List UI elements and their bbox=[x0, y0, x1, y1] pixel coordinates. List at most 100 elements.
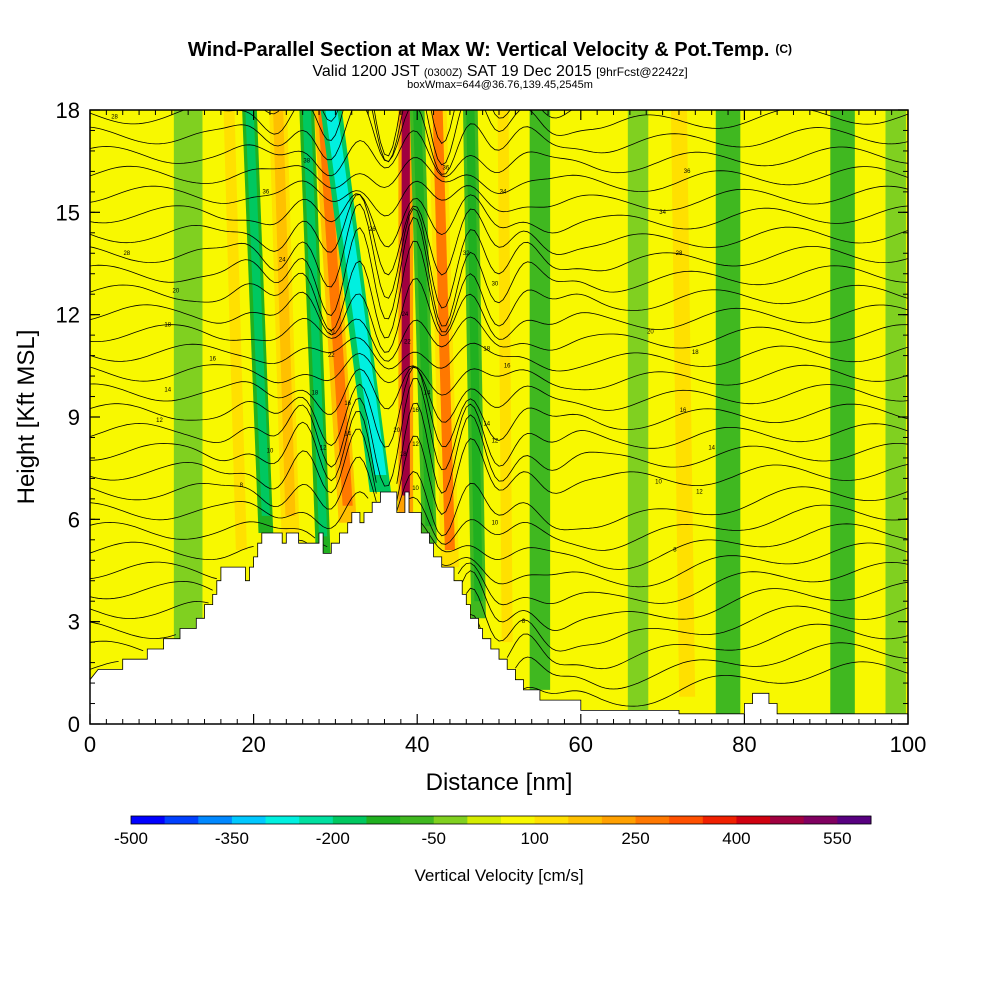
contour-label: 22 bbox=[404, 340, 411, 346]
contour-label: 36 bbox=[684, 169, 691, 175]
contour-label: 10 bbox=[412, 486, 419, 492]
colorbar-swatch bbox=[299, 816, 334, 824]
theta-contour-line bbox=[90, 316, 908, 362]
colorbar-swatch bbox=[131, 816, 166, 824]
colorbar: -500 -350 -200 -50 100 250 400 550 bbox=[114, 815, 872, 848]
colorbar-swatch bbox=[601, 816, 637, 824]
theta-contour-line bbox=[90, 366, 908, 423]
colorbar-tick-label: 100 bbox=[520, 829, 548, 848]
contour-label: 16 bbox=[412, 408, 419, 414]
y-tick-label: 18 bbox=[56, 98, 80, 123]
colorbar-swatch bbox=[770, 816, 805, 824]
theta-contour-line bbox=[90, 491, 908, 551]
colorbar-swatch bbox=[534, 816, 569, 824]
contour-label: 24 bbox=[402, 312, 409, 318]
theta-contour-line bbox=[90, 661, 908, 707]
theta-contour-line bbox=[90, 428, 908, 515]
contour-label: 8 bbox=[522, 619, 526, 625]
chart-title-main: Wind-Parallel Section at Max W: Vertical… bbox=[188, 39, 769, 61]
velocity-band-core bbox=[302, 110, 328, 537]
contour-label: 18 bbox=[400, 452, 407, 458]
contour-label: 14 bbox=[424, 391, 431, 397]
colorbar-swatch bbox=[231, 816, 267, 824]
colorbar-swatch bbox=[736, 816, 771, 824]
colorbar-swatch bbox=[803, 816, 838, 824]
colorbar-tick-label: 400 bbox=[722, 829, 750, 848]
theta-contour-line bbox=[90, 278, 908, 353]
y-tick-label: 0 bbox=[68, 712, 80, 737]
contour-label: 14 bbox=[708, 445, 715, 451]
contour-label: 12 bbox=[492, 438, 499, 444]
theta-contour-line bbox=[90, 587, 908, 652]
contour-label: 20 bbox=[647, 329, 654, 335]
colorbar-tick-label: 250 bbox=[621, 829, 649, 848]
colorbar-tick-label: -350 bbox=[215, 829, 249, 848]
theta-contour-line bbox=[90, 402, 908, 494]
colorbar-swatch bbox=[568, 816, 603, 824]
contour-label: 14 bbox=[344, 432, 351, 438]
y-tick-label: 6 bbox=[68, 507, 80, 532]
velocity-band-core bbox=[432, 110, 455, 551]
velocity-band-core bbox=[590, 110, 605, 694]
chart-title: Wind-Parallel Section at Max W: Vertical… bbox=[188, 39, 792, 61]
chart-subtitle: Valid 1200 JST (0300Z) SAT 19 Dec 2015 [… bbox=[312, 63, 687, 80]
theta-contour-line bbox=[90, 353, 908, 396]
theta-contour-line bbox=[263, 110, 700, 157]
colorbar-tick-label: -500 bbox=[114, 829, 148, 848]
colorbar-frame bbox=[130, 815, 872, 825]
theta-contours bbox=[90, 110, 908, 707]
contour-label: 28 bbox=[123, 251, 130, 257]
x-tick-label: 60 bbox=[569, 732, 593, 757]
colorbar-swatch bbox=[332, 816, 367, 824]
chart-title-mark: (C) bbox=[775, 42, 792, 56]
terrain-mask bbox=[90, 491, 908, 724]
contour-label: 36 bbox=[263, 189, 270, 195]
theta-contour-line bbox=[90, 570, 908, 632]
contour-label: 8 bbox=[240, 483, 244, 489]
colorbar-swatch bbox=[265, 816, 300, 824]
theta-contour-line bbox=[90, 456, 908, 537]
colorbar-swatch bbox=[198, 816, 233, 824]
velocity-band-core bbox=[273, 110, 296, 516]
contour-label: 38 bbox=[303, 159, 310, 165]
plot-area: 28 36 38 24 28 20 18 16 14 12 8 10 12 14 16 18 20 22 26 24 2… bbox=[90, 110, 908, 724]
velocity-band-core bbox=[784, 110, 803, 697]
contour-label: 20 bbox=[393, 428, 400, 434]
contour-label: 10 bbox=[267, 449, 274, 455]
contour-label: 28 bbox=[676, 251, 683, 257]
contour-labels: 28 36 38 24 28 20 18 16 14 12 8 10 12 14 16 18 20 22 26 24 2… bbox=[111, 114, 715, 625]
velocity-band-core bbox=[466, 110, 483, 602]
contour-label: 34 bbox=[659, 210, 666, 216]
velocity-bands bbox=[173, 110, 906, 724]
contour-label: 8 bbox=[673, 548, 677, 554]
colorbar-tick-label: -50 bbox=[421, 829, 446, 848]
velocity-band-core bbox=[835, 110, 850, 697]
theta-contour-line bbox=[90, 216, 908, 327]
colorbar-swatch bbox=[366, 816, 401, 824]
theta-contour-line bbox=[90, 157, 908, 195]
contour-label: 12 bbox=[412, 442, 419, 448]
contour-label: 28 bbox=[111, 114, 118, 120]
contour-label: 16 bbox=[209, 357, 216, 363]
theta-contour-line bbox=[90, 539, 908, 588]
y-tick-label: 3 bbox=[68, 610, 80, 635]
contour-label: 20 bbox=[328, 329, 335, 335]
x-tick-label: 80 bbox=[732, 732, 756, 757]
contour-label: 34 bbox=[500, 189, 507, 195]
contour-label: 18 bbox=[692, 350, 699, 356]
velocity-band-core bbox=[180, 110, 197, 707]
velocity-band-core bbox=[534, 110, 546, 673]
theta-contour-line bbox=[90, 337, 908, 372]
theta-contour-line bbox=[90, 366, 908, 448]
velocity-band-core bbox=[497, 110, 513, 643]
forecast-info: [9hrFcst@2242z] bbox=[596, 65, 688, 79]
y-tick-label: 12 bbox=[56, 303, 80, 328]
colorbar-swatch bbox=[837, 816, 872, 824]
colorbar-swatch bbox=[164, 816, 199, 824]
velocity-band-core bbox=[318, 110, 353, 506]
colorbar-tick-label: 550 bbox=[823, 829, 851, 848]
velocity-band-core bbox=[890, 110, 902, 697]
colorbar-title: Vertical Velocity [cm/s] bbox=[414, 866, 583, 885]
